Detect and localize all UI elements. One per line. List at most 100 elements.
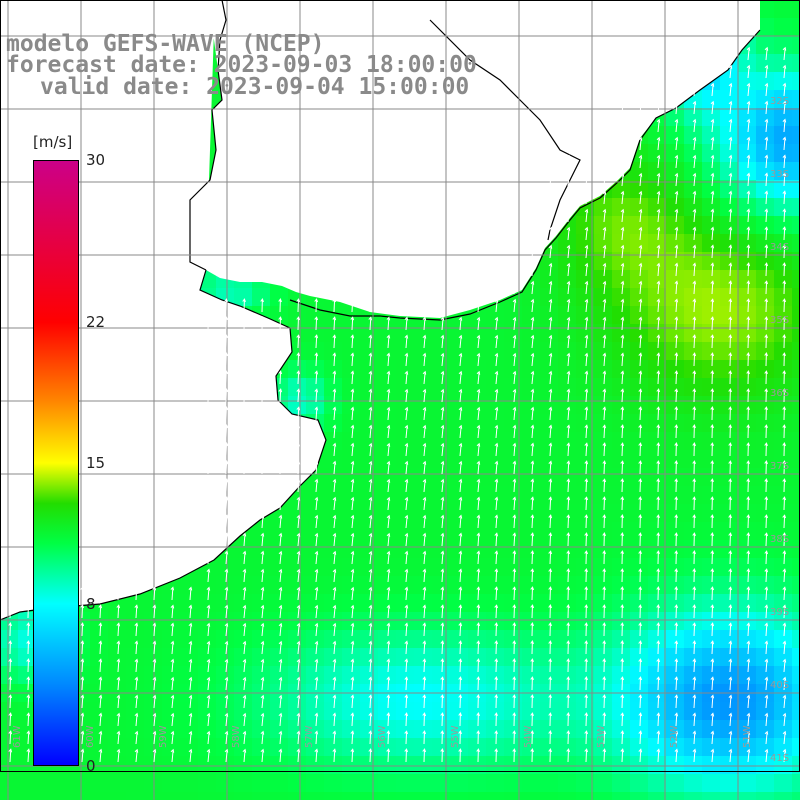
- wind-speed-cell: [432, 630, 450, 648]
- wind-speed-cell: [414, 486, 432, 504]
- wind-arrow: [692, 154, 697, 169]
- wind-arrow: [548, 478, 553, 493]
- wind-arrow: [620, 604, 624, 619]
- wind-speed-cell: [486, 522, 504, 540]
- wind-arrow: [170, 640, 175, 655]
- wind-arrow: [548, 244, 553, 259]
- wind-arrow: [674, 64, 679, 79]
- longitude-label: 52W: [669, 725, 680, 748]
- wind-arrow: [512, 550, 517, 565]
- wind-speed-cell: [702, 558, 720, 576]
- wind-arrow: [476, 442, 481, 457]
- wind-speed-cell: [648, 306, 666, 324]
- wind-arrow: [224, 532, 229, 547]
- wind-arrow: [782, 586, 787, 601]
- wind-speed-cell: [108, 612, 126, 630]
- wind-arrow: [656, 172, 661, 187]
- wind-arrow: [314, 460, 319, 475]
- wind-speed-cell: [558, 450, 576, 468]
- wind-speed-cell: [450, 738, 468, 756]
- wind-speed-cell: [540, 504, 558, 522]
- wind-arrow: [674, 496, 678, 511]
- wind-speed-cell: [486, 432, 504, 450]
- wind-arrow: [260, 388, 265, 403]
- wind-speed-cell: [468, 414, 486, 432]
- wind-speed-cell: [612, 774, 630, 792]
- wind-arrow: [782, 118, 787, 133]
- wind-speed-cell: [738, 90, 756, 108]
- wind-arrow: [332, 658, 337, 673]
- wind-arrow: [278, 298, 282, 313]
- wind-arrow: [710, 172, 715, 187]
- wind-arrow: [386, 478, 391, 493]
- wind-speed-cell: [756, 756, 774, 774]
- wind-arrow: [368, 748, 373, 763]
- wind-arrow: [476, 460, 481, 475]
- wind-speed-cell: [198, 666, 216, 684]
- wind-arrow: [242, 568, 247, 583]
- wind-speed-cell: [684, 738, 702, 756]
- wind-speed-cell: [684, 198, 702, 216]
- wind-speed-cell: [666, 738, 684, 756]
- wind-speed-cell: [774, 648, 792, 666]
- wind-arrow: [224, 460, 229, 475]
- wind-speed-cell: [342, 738, 360, 756]
- wind-arrow: [440, 334, 445, 349]
- wind-arrow: [692, 370, 697, 385]
- wind-speed-cell: [558, 342, 576, 360]
- wind-arrow: [638, 514, 642, 529]
- wind-speed-cell: [630, 162, 648, 180]
- forecast-date: forecast date: 2023-09-03 18:00:00: [6, 52, 477, 78]
- wind-speed-cell: [630, 198, 648, 216]
- wind-speed-cell: [522, 450, 540, 468]
- wind-speed-cell: [666, 792, 684, 800]
- wind-arrow: [386, 694, 391, 709]
- wind-speed-cell: [792, 774, 800, 792]
- wind-arrow: [134, 604, 139, 619]
- wind-speed-cell: [432, 504, 450, 522]
- wind-arrow: [296, 748, 301, 763]
- wind-arrow: [584, 226, 589, 241]
- wind-speed-cell: [0, 720, 18, 738]
- wind-arrow: [314, 370, 319, 385]
- wind-speed-cell: [792, 0, 800, 18]
- wind-speed-cell: [774, 360, 792, 378]
- wind-arrow: [242, 460, 247, 475]
- wind-speed-cell: [702, 396, 720, 414]
- wind-arrow: [656, 694, 661, 709]
- wind-speed-cell: [756, 72, 774, 90]
- wind-speed-cell: [756, 540, 774, 558]
- wind-arrow: [494, 694, 498, 709]
- wind-speed-cell: [576, 594, 594, 612]
- wind-arrow: [476, 730, 480, 745]
- wind-speed-cell: [594, 540, 612, 558]
- wind-speed-cell: [720, 252, 738, 270]
- wind-speed-cell: [324, 360, 342, 378]
- wind-arrow: [566, 298, 571, 313]
- wind-speed-cell: [288, 306, 306, 324]
- latitude-label: 36S: [770, 388, 790, 399]
- wind-speed-cell: [702, 234, 720, 252]
- wind-arrow: [764, 262, 769, 277]
- wind-arrow: [728, 478, 732, 493]
- wind-arrow: [638, 748, 643, 763]
- wind-speed-cell: [558, 234, 576, 252]
- wind-arrow: [638, 388, 643, 403]
- wind-arrow: [512, 424, 517, 439]
- wind-arrow: [296, 514, 301, 529]
- wind-arrow: [566, 388, 571, 403]
- wind-speed-cell: [792, 54, 800, 72]
- wind-arrow: [224, 694, 229, 709]
- wind-speed-cell: [360, 630, 378, 648]
- wind-arrow: [260, 640, 265, 655]
- wind-arrow: [440, 622, 445, 637]
- wind-speed-cell: [792, 36, 800, 54]
- wind-arrow: [404, 370, 409, 385]
- wind-arrow: [530, 514, 535, 529]
- wind-speed-cell: [774, 108, 792, 126]
- wind-arrow: [746, 352, 750, 367]
- wind-speed-cell: [378, 594, 396, 612]
- wind-speed-cell: [360, 414, 378, 432]
- wind-speed-cell: [450, 558, 468, 576]
- wind-speed-cell: [216, 702, 234, 720]
